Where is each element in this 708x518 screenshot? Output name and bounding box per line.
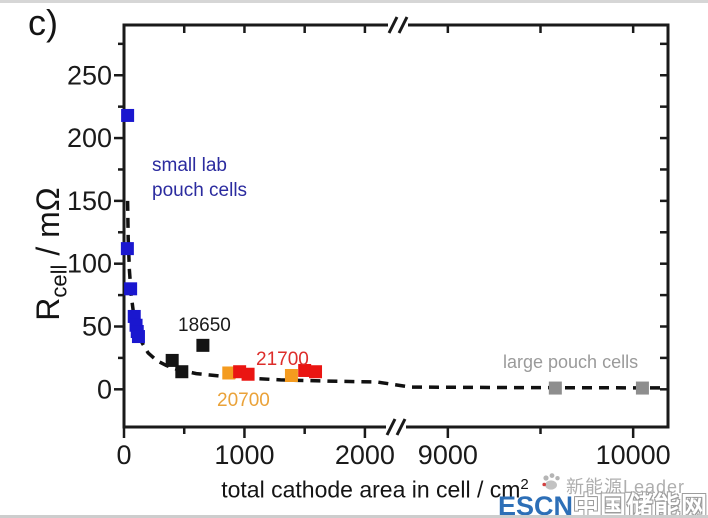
x-tick-label: 1000 [214, 440, 274, 470]
series-small-lab-pouch-cells [120, 108, 145, 344]
y-tick-label: 250 [67, 60, 112, 90]
axis-break-slash [385, 418, 397, 436]
data-point-square [222, 366, 236, 380]
data-point-square [635, 381, 649, 395]
data-point-square [121, 108, 135, 122]
data-point-square [131, 330, 145, 344]
axis-break-slash [395, 418, 407, 436]
data-point-square [298, 363, 312, 377]
data-point-square [175, 365, 189, 379]
x-tick-label: 10000 [596, 440, 671, 470]
y-tick-label: 50 [82, 312, 112, 342]
x-tick-label: 2000 [335, 440, 395, 470]
data-point-square [241, 367, 255, 381]
image-edge-top [0, 0, 708, 3]
image-edge-bottom [0, 515, 708, 518]
series-large-pouch-cells [548, 381, 649, 395]
data-point-square [548, 381, 562, 395]
y-axis-title: Rcell / mΩ [30, 187, 72, 321]
data-point-square [196, 338, 210, 352]
axis-ticks [114, 25, 668, 438]
x-tick-label: 9000 [418, 440, 478, 470]
data-point-square [120, 242, 134, 256]
fit-curve-dashed [125, 200, 662, 390]
y-tick-label: 0 [97, 374, 112, 404]
data-point-square [309, 365, 323, 379]
series-20700 [222, 366, 298, 382]
data-point-square [284, 368, 298, 382]
tick-labels: 0 1000 2000 9000 10000 0 50 100 150 200 250 [67, 60, 671, 470]
y-tick-label: 200 [67, 123, 112, 153]
x-axis-title: total cathode area in cell / cm2 [221, 476, 529, 503]
axis-break-slash [387, 16, 399, 34]
panel-label: c) [28, 2, 58, 43]
data-point-square [165, 353, 179, 367]
series-21700 [233, 363, 323, 381]
plot-frame [122, 23, 670, 429]
x-tick-label: 0 [116, 440, 131, 470]
y-tick-label: 100 [67, 249, 112, 279]
series-18650 [165, 338, 210, 379]
y-tick-label: 150 [67, 186, 112, 216]
axis-break-slash [397, 16, 409, 34]
data-point-square [124, 282, 138, 296]
